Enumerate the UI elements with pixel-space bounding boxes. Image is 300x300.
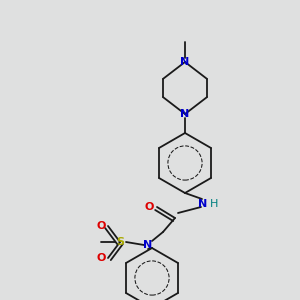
Text: N: N (198, 199, 208, 209)
Text: N: N (180, 57, 190, 67)
Text: S: S (116, 237, 124, 247)
Text: N: N (180, 109, 190, 119)
Text: O: O (96, 221, 106, 231)
Text: O: O (96, 253, 106, 263)
Text: H: H (210, 199, 218, 209)
Text: N: N (143, 240, 153, 250)
Text: O: O (144, 202, 154, 212)
